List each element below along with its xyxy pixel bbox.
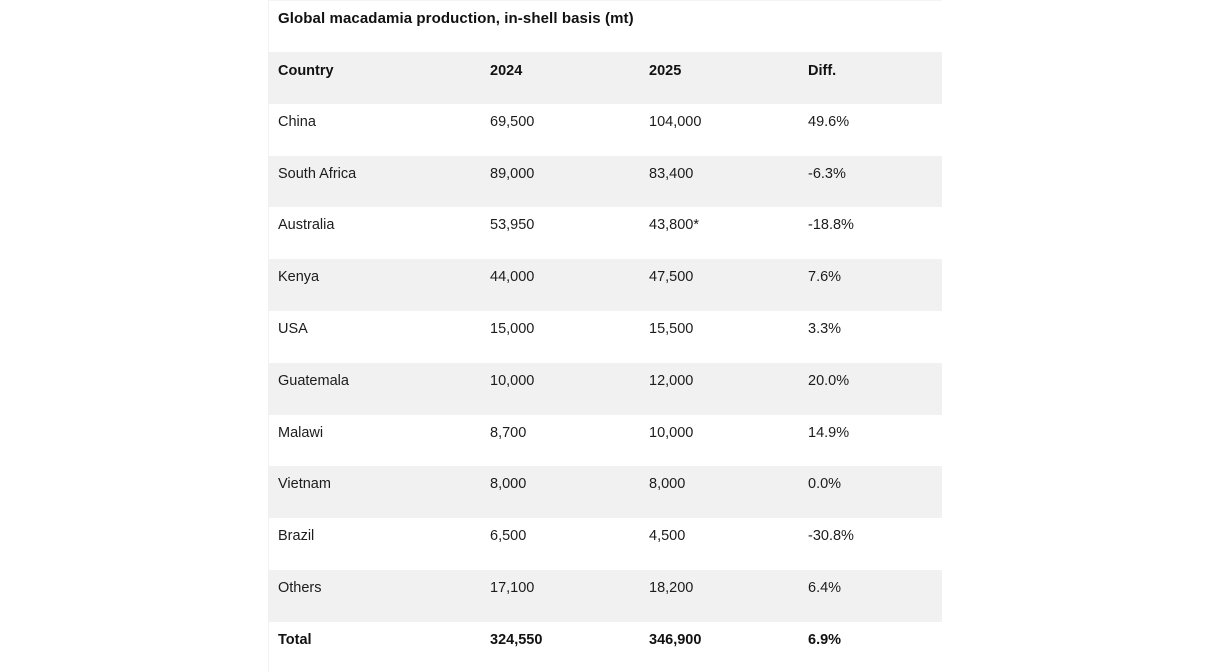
cell-2024: 44,000: [481, 259, 640, 311]
cell-2025: 10,000: [640, 414, 799, 467]
header-2024: 2024: [481, 52, 640, 104]
total-label: Total: [269, 621, 481, 672]
table-row: Brazil 6,500 4,500 -30.8%: [269, 518, 942, 570]
cell-country: Kenya: [269, 259, 481, 311]
header-diff: Diff.: [799, 52, 942, 104]
table-row: USA 15,000 15,500 3.3%: [269, 310, 942, 363]
table-row: Vietnam 8,000 8,000 0.0%: [269, 466, 942, 519]
cell-2025: 104,000: [640, 103, 799, 156]
total-diff: 6.9%: [799, 621, 942, 672]
cell-2025: 15,500: [640, 310, 799, 363]
table-title: Global macadamia production, in-shell ba…: [278, 10, 634, 27]
table-row: South Africa 89,000 83,400 -6.3%: [269, 155, 942, 208]
total-2024: 324,550: [481, 621, 640, 672]
cell-country: Australia: [269, 207, 481, 260]
card-divider: [269, 0, 942, 1]
cell-diff: 0.0%: [799, 466, 942, 519]
cell-diff: 20.0%: [799, 362, 942, 415]
cell-2025: 8,000: [640, 466, 799, 519]
header-2025: 2025: [640, 52, 799, 104]
cell-2024: 69,500: [481, 103, 640, 156]
cell-2024: 89,000: [481, 155, 640, 208]
cell-diff: -6.3%: [799, 155, 942, 208]
table-row: Guatemala 10,000 12,000 20.0%: [269, 362, 942, 415]
cell-diff: 7.6%: [799, 259, 942, 311]
table-body: China 69,500 104,000 49.6% South Africa …: [269, 103, 942, 672]
total-row: Total 324,550 346,900 6.9%: [269, 621, 942, 672]
cell-2025: 4,500: [640, 518, 799, 570]
cell-country: Others: [269, 569, 481, 622]
header-row: Country 2024 2025 Diff.: [269, 52, 942, 104]
cell-2025: 18,200: [640, 569, 799, 622]
cell-2024: 10,000: [481, 362, 640, 415]
cell-2025: 47,500: [640, 259, 799, 311]
table-card: Global macadamia production, in-shell ba…: [268, 0, 942, 672]
header-country: Country: [269, 52, 481, 104]
table-header: Country 2024 2025 Diff.: [269, 52, 942, 104]
cell-diff: 49.6%: [799, 103, 942, 156]
cell-diff: 6.4%: [799, 569, 942, 622]
cell-2025: 12,000: [640, 362, 799, 415]
cell-diff: 14.9%: [799, 414, 942, 467]
cell-diff: -18.8%: [799, 207, 942, 260]
production-table: Country 2024 2025 Diff. China 69,500 104…: [269, 52, 942, 672]
cell-2024: 8,700: [481, 414, 640, 467]
cell-2025: 83,400: [640, 155, 799, 208]
table-row: China 69,500 104,000 49.6%: [269, 103, 942, 156]
cell-diff: -30.8%: [799, 518, 942, 570]
cell-2024: 15,000: [481, 310, 640, 363]
cell-country: Malawi: [269, 414, 481, 467]
table-row: Australia 53,950 43,800* -18.8%: [269, 207, 942, 260]
total-2025: 346,900: [640, 621, 799, 672]
table-row: Malawi 8,700 10,000 14.9%: [269, 414, 942, 467]
cell-2024: 53,950: [481, 207, 640, 260]
cell-country: Vietnam: [269, 466, 481, 519]
cell-2024: 8,000: [481, 466, 640, 519]
cell-country: USA: [269, 310, 481, 363]
table-row: Others 17,100 18,200 6.4%: [269, 569, 942, 622]
cell-diff: 3.3%: [799, 310, 942, 363]
cell-2024: 17,100: [481, 569, 640, 622]
cell-2024: 6,500: [481, 518, 640, 570]
table-row: Kenya 44,000 47,500 7.6%: [269, 259, 942, 311]
cell-country: Brazil: [269, 518, 481, 570]
cell-country: South Africa: [269, 155, 481, 208]
cell-country: China: [269, 103, 481, 156]
cell-2025: 43,800*: [640, 207, 799, 260]
cell-country: Guatemala: [269, 362, 481, 415]
